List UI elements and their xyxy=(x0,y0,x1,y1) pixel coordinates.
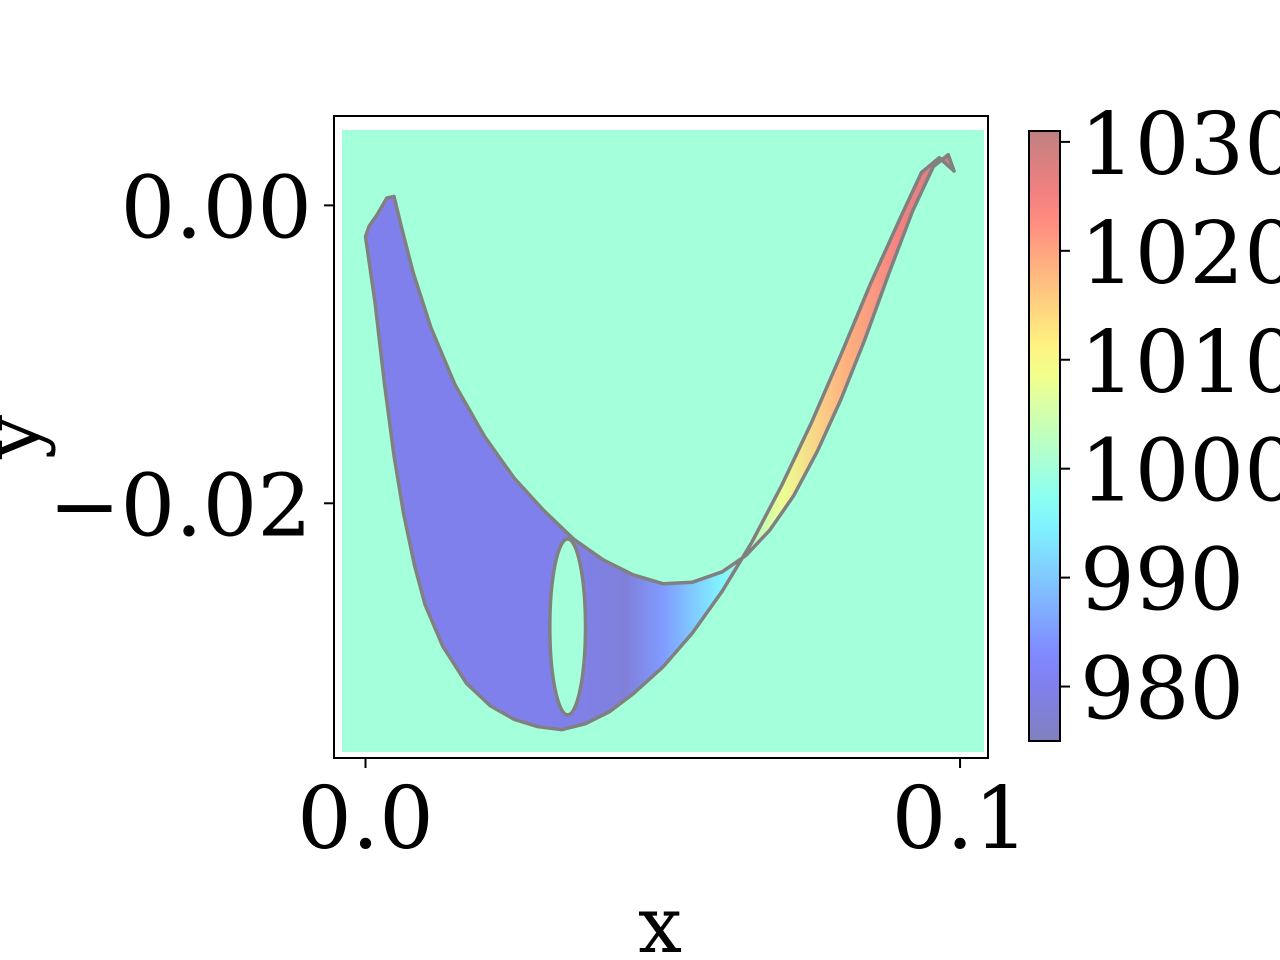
colorbar-tick-label: 980 xyxy=(1080,640,1244,740)
axes: x y 0.0 0.1 0.00 −0.02 xyxy=(0,158,1028,960)
colorbar-tick-label: 1020 xyxy=(1080,204,1280,304)
colorbar-gradient xyxy=(1028,130,1061,742)
x-axis-label: x xyxy=(638,881,682,960)
y-axis-label: y xyxy=(0,415,57,460)
plot-area xyxy=(333,115,989,759)
region-shape xyxy=(363,152,956,732)
y-tick-label: 0.00 xyxy=(121,158,312,258)
plot-frame xyxy=(333,115,989,759)
colorbar-tick-label: 990 xyxy=(1080,531,1244,631)
colorbar-tick-label: 1010 xyxy=(1080,313,1280,413)
colorbar-tick-label: 1000 xyxy=(1080,422,1280,522)
colorbar-tick-label: 1030 xyxy=(1080,95,1280,195)
x-tick-label: 0.0 xyxy=(297,769,434,869)
x-tick-label: 0.1 xyxy=(892,769,1029,869)
y-tick-label: −0.02 xyxy=(48,456,312,556)
